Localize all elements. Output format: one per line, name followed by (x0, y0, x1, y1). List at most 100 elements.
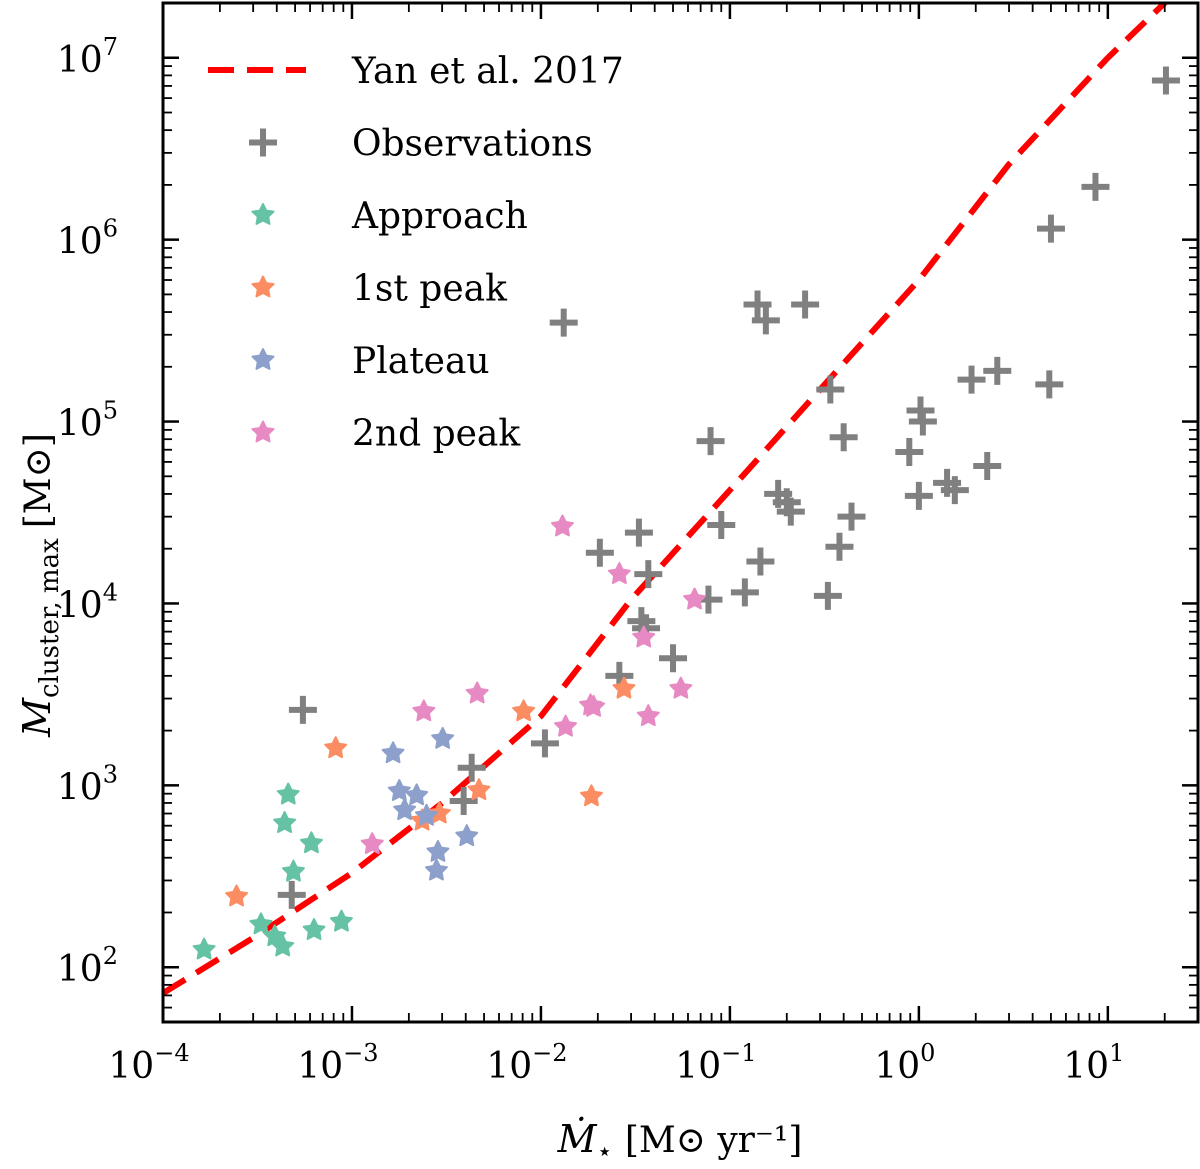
observation-point (1037, 215, 1065, 243)
x-tick-label: 101 (1063, 1039, 1124, 1087)
observation-point (625, 519, 653, 547)
legend-marker-approach (253, 204, 274, 224)
y-tick-base: 10 (57, 949, 103, 990)
observation-point (531, 729, 559, 757)
2nd-peak-point (552, 516, 573, 536)
x-tick-base: 10 (675, 1046, 721, 1087)
plateau-point (428, 841, 449, 861)
x-tick-base: 10 (874, 1046, 920, 1087)
2nd-peak-point (555, 716, 576, 736)
observation-point (731, 578, 759, 606)
y-tick-base: 10 (57, 222, 103, 263)
legend-label-yan-et-al-2017: Yan et al. 2017 (351, 51, 624, 92)
y-tick-base: 10 (57, 40, 103, 81)
approach-point (274, 812, 295, 832)
approach-point (278, 784, 299, 804)
x-tick-exponent: 1 (1109, 1039, 1124, 1067)
plot-frame (163, 3, 1198, 1022)
legend-marker-2nd-peak (253, 422, 274, 442)
observation-point (830, 423, 858, 451)
observation-point (983, 357, 1011, 385)
x-axis-label: Ṁ⋆ [M⊙ yr⁻¹] (557, 1117, 803, 1167)
2nd-peak-point (467, 683, 488, 703)
scatter-chart: Mcluster, max[M⊙] Ṁ⋆ [M⊙ yr⁻¹] 10−4 10−3 10… (0, 0, 1200, 1169)
x-tick-exponent: −1 (721, 1039, 756, 1067)
x-tick-label: 10−1 (675, 1039, 756, 1087)
legend-label-observations: Observations (352, 124, 593, 165)
x-axis-label-sub: ⋆ (597, 1137, 613, 1167)
1st-peak-point (325, 737, 346, 757)
observation-point (550, 309, 578, 337)
2nd-peak-point (684, 589, 705, 609)
observation-point (697, 427, 725, 455)
approach-point (331, 911, 352, 931)
2nd-peak-point (413, 700, 434, 720)
plateau-point (426, 860, 447, 880)
observation-point (958, 366, 986, 394)
2nd-peak-point (609, 563, 630, 583)
1st-peak-point (226, 886, 247, 906)
1st-peak-point (581, 785, 602, 805)
x-tick-exponent: −4 (154, 1039, 189, 1067)
observation-point (825, 533, 853, 561)
x-tick-label: 10−3 (297, 1039, 378, 1087)
x-tick-exponent: −2 (532, 1039, 567, 1067)
y-axis-label-symbol: M (15, 697, 59, 738)
observation-point (905, 482, 933, 510)
legend-label-approach: Approach (351, 196, 528, 237)
observation-point (973, 452, 1001, 480)
observation-point (814, 582, 842, 610)
observation-point (1081, 173, 1109, 201)
legend-marker-plateau (253, 349, 274, 369)
1st-peak-point (513, 700, 534, 720)
legend-marker-observations (249, 129, 277, 157)
plot-area (163, 0, 1180, 993)
legend-label-1st-peak: 1st peak (352, 269, 508, 310)
x-tick-exponent: −3 (343, 1039, 378, 1067)
2nd-peak-point (638, 705, 659, 725)
observation-point (458, 754, 486, 782)
plateau-point (383, 742, 404, 762)
y-tick-base: 10 (57, 585, 103, 626)
plateau-point (456, 825, 477, 845)
y-tick-exponent: 3 (103, 760, 118, 788)
observation-point (659, 644, 687, 672)
ticks (163, 3, 1198, 1022)
y-tick-exponent: 4 (103, 578, 118, 606)
y-tick-label: 106 (57, 215, 118, 263)
y-axis-label-unit: [M⊙] (18, 433, 59, 528)
legend-label-2nd-peak: 2nd peak (352, 414, 521, 455)
observation-point (895, 438, 923, 466)
observation-point (746, 548, 774, 576)
x-tick-label: 100 (874, 1039, 935, 1087)
x-tick-label: 10−4 (108, 1039, 189, 1087)
x-tick-base: 10 (1063, 1046, 1109, 1087)
observation-point (1152, 66, 1180, 94)
1st-peak-point (469, 779, 490, 799)
series-approach (194, 784, 352, 959)
y-tick-exponent: 5 (103, 397, 118, 425)
legend-label-plateau: Plateau (352, 341, 490, 382)
y-tick-label: 104 (57, 578, 118, 626)
plateau-point (389, 780, 410, 800)
legend-marker-1st-peak (253, 277, 274, 297)
observation-point (791, 291, 819, 319)
observation-point (289, 696, 317, 724)
2nd-peak-point (670, 678, 691, 698)
y-tick-base: 10 (57, 767, 103, 808)
y-tick-label: 102 (57, 942, 118, 990)
y-tick-label: 105 (57, 397, 118, 445)
y-tick-label: 107 (57, 33, 118, 81)
legend: Yan et al. 2017 Observations Approach 1st p… (208, 51, 624, 455)
x-axis-label-symbol: Ṁ (557, 1117, 598, 1161)
x-tick-label: 10−2 (486, 1039, 567, 1087)
plateau-point (432, 728, 453, 748)
y-tick-exponent: 7 (103, 33, 118, 61)
observation-point (1035, 370, 1063, 398)
y-tick-exponent: 2 (103, 942, 118, 970)
approach-point (304, 919, 325, 939)
x-tick-exponent: 0 (920, 1039, 935, 1067)
approach-point (283, 861, 304, 881)
approach-point (301, 832, 322, 852)
observation-point (634, 560, 662, 588)
